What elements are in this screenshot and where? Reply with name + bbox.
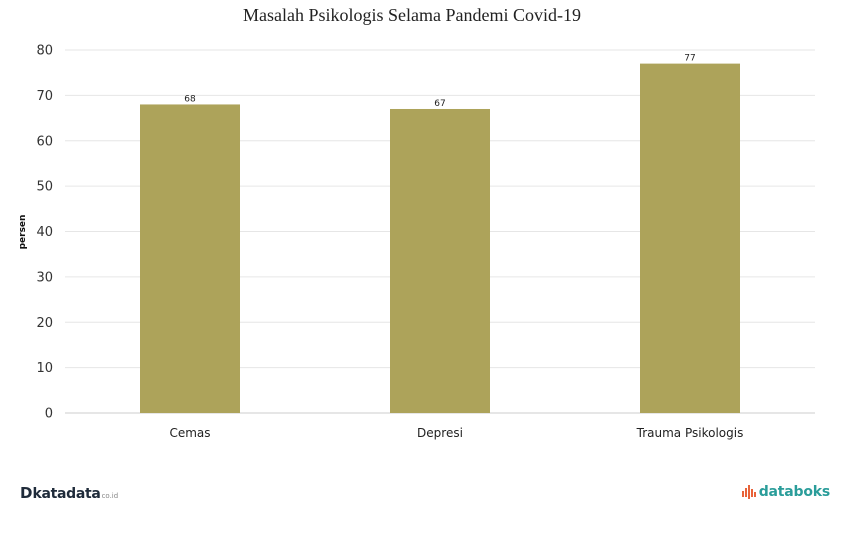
data-label: 77 xyxy=(684,54,695,64)
y-tick-label: 10 xyxy=(36,361,53,376)
katadata-logo: D katadata co.id xyxy=(20,484,118,502)
y-tick-label: 0 xyxy=(45,407,53,422)
data-label: 67 xyxy=(434,99,445,109)
x-category-label: Depresi xyxy=(417,426,463,440)
y-axis-ticks: 0 10 20 30 40 50 60 70 80 xyxy=(36,44,53,422)
databoks-logo: databoks xyxy=(741,484,830,500)
y-tick-label: 40 xyxy=(36,225,53,240)
bar-cemas xyxy=(140,104,240,413)
x-category-label: Trauma Psikologis xyxy=(636,426,744,440)
x-category-label: Cemas xyxy=(169,426,210,440)
katadata-tld: co.id xyxy=(101,492,119,500)
bars xyxy=(140,63,740,414)
data-labels: 68 67 77 xyxy=(184,54,695,109)
y-axis-label: persen xyxy=(18,215,28,250)
bar-trauma-psikologis xyxy=(640,63,740,414)
y-tick-label: 70 xyxy=(36,89,53,104)
y-tick-label: 50 xyxy=(36,180,53,195)
x-axis-categories: Cemas Depresi Trauma Psikologis xyxy=(169,426,743,440)
katadata-name: katadata xyxy=(32,486,101,502)
bar-depresi xyxy=(390,108,490,414)
chart-title: Masalah Psikologis Selama Pandemi Covid-… xyxy=(243,5,581,25)
databoks-bars-icon xyxy=(741,485,756,499)
data-label: 68 xyxy=(184,94,196,104)
y-tick-label: 80 xyxy=(36,44,53,59)
y-tick-label: 60 xyxy=(36,134,53,149)
y-tick-label: 20 xyxy=(36,316,53,331)
bar-chart: Masalah Psikologis Selama Pandemi Covid-… xyxy=(18,5,815,440)
databoks-name: databoks xyxy=(758,484,830,500)
y-tick-label: 30 xyxy=(36,270,53,285)
katadata-mark: D xyxy=(20,484,33,502)
